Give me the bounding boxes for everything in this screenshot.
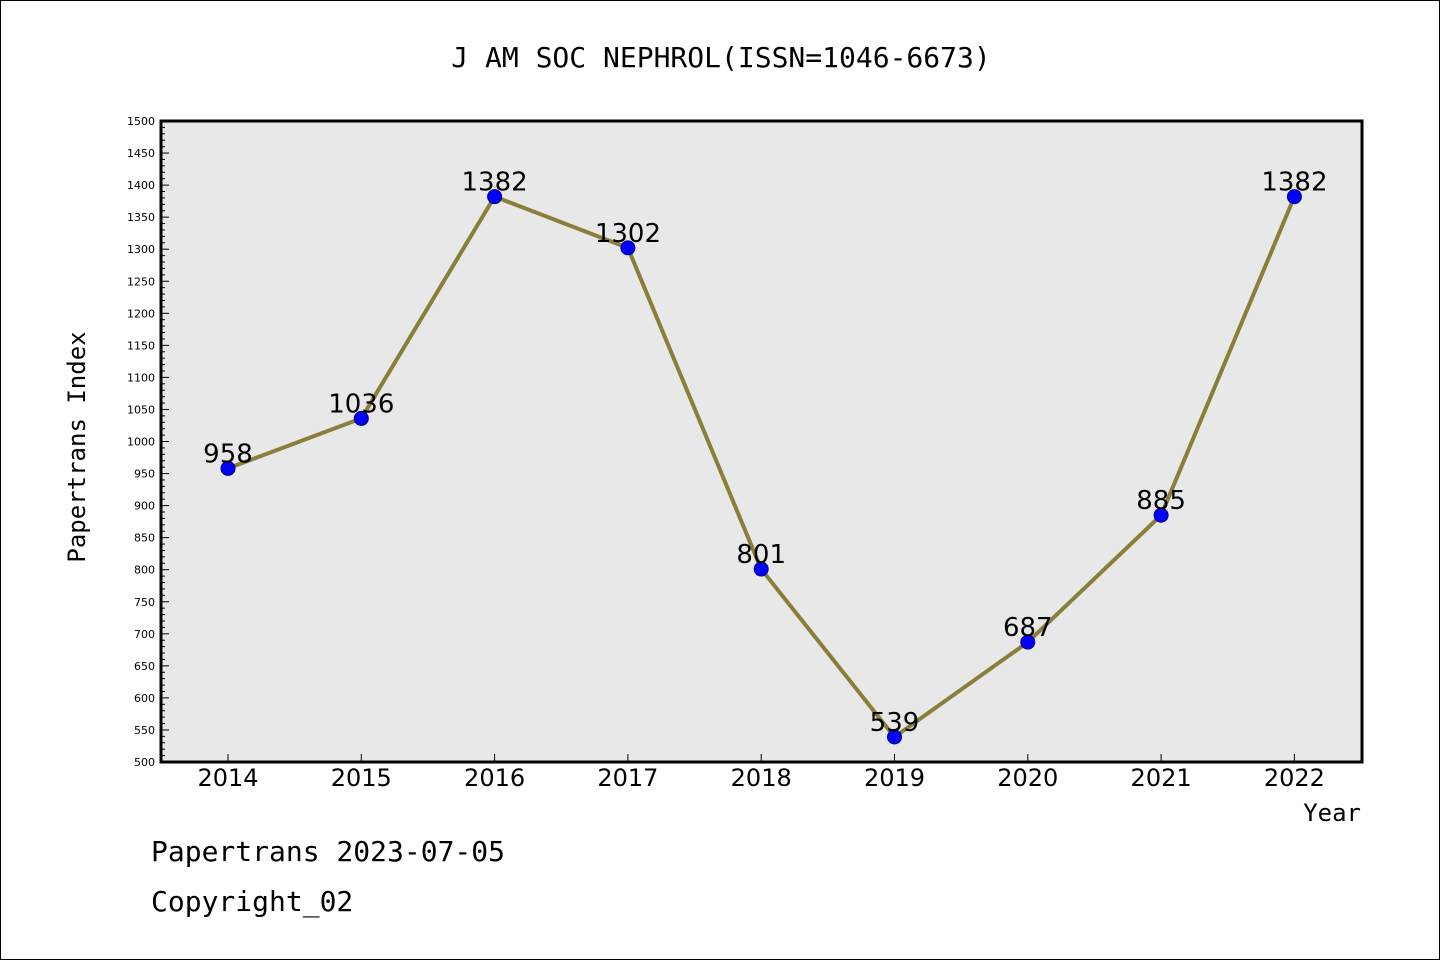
data-label: 1036 (328, 389, 394, 419)
y-tick-label: 1200 (127, 307, 155, 320)
data-point (1153, 507, 1169, 523)
x-tick-label: 2020 (997, 764, 1058, 792)
y-tick-label: 800 (134, 564, 155, 577)
y-tick-label: 1250 (127, 275, 155, 288)
y-tick-label: 1500 (127, 115, 155, 128)
y-tick-label: 1300 (127, 243, 155, 256)
y-tick-label: 850 (134, 532, 155, 545)
data-label: 1382 (462, 168, 528, 198)
x-tick-label: 2021 (1131, 764, 1192, 792)
footer-copyright: Copyright_02 (151, 885, 354, 918)
data-point (620, 240, 636, 256)
data-point (1020, 634, 1036, 650)
x-tick-label: 2016 (464, 764, 525, 792)
y-tick-label: 1150 (127, 339, 155, 352)
y-tick-label: 1400 (127, 179, 155, 192)
data-label: 801 (736, 540, 786, 570)
y-tick-label: 950 (134, 468, 155, 481)
y-axis-label: Papertrans Index (63, 331, 91, 562)
data-point (1286, 189, 1302, 205)
plot-area (159, 119, 1364, 764)
x-axis-label: Year (1303, 799, 1361, 827)
x-tick-label: 2019 (864, 764, 925, 792)
footer-date: Papertrans 2023-07-05 (151, 835, 506, 868)
y-tick-label: 700 (134, 628, 155, 641)
y-tick-label: 1000 (127, 436, 155, 449)
data-point (487, 189, 503, 205)
data-label: 1382 (1261, 168, 1327, 198)
y-tick-label: 1050 (127, 403, 155, 416)
y-tick-label: 1100 (127, 371, 155, 384)
y-tick-label: 900 (134, 500, 155, 513)
x-tick-label: 2022 (1264, 764, 1325, 792)
data-point (220, 460, 236, 476)
x-tick-label: 2018 (731, 764, 792, 792)
y-tick-label: 1450 (127, 147, 155, 160)
data-label: 539 (870, 708, 920, 738)
data-point (353, 410, 369, 426)
y-tick-label: 550 (134, 724, 155, 737)
data-point (753, 561, 769, 577)
data-label-layer: 958 1036 1382 1302 801 539 687 885 1382 (203, 168, 1327, 738)
data-label: 1302 (595, 219, 661, 249)
x-tick-label: 2014 (197, 764, 258, 792)
x-tick-label: 2015 (331, 764, 392, 792)
data-label: 687 (1003, 613, 1053, 643)
y-tick-label: 1350 (127, 211, 155, 224)
series-layer (220, 189, 1302, 745)
chart-title: J AM SOC NEPHROL(ISSN=1046-6673) (451, 41, 990, 74)
y-tick-label: 750 (134, 596, 155, 609)
data-label: 885 (1136, 486, 1186, 516)
x-tick-label: 2017 (597, 764, 658, 792)
data-label: 958 (203, 439, 253, 469)
y-axis: 500 550 600 650 700 750 800 850 900 950 1000 1050 11… (127, 115, 169, 769)
x-axis: 2014 2015 2016 2017 2018 2019 2020 2021 2022 (197, 754, 1325, 792)
data-point (887, 729, 902, 745)
y-tick-label: 650 (134, 660, 155, 673)
y-tick-label: 500 (134, 756, 155, 769)
y-tick-label: 600 (134, 692, 155, 705)
